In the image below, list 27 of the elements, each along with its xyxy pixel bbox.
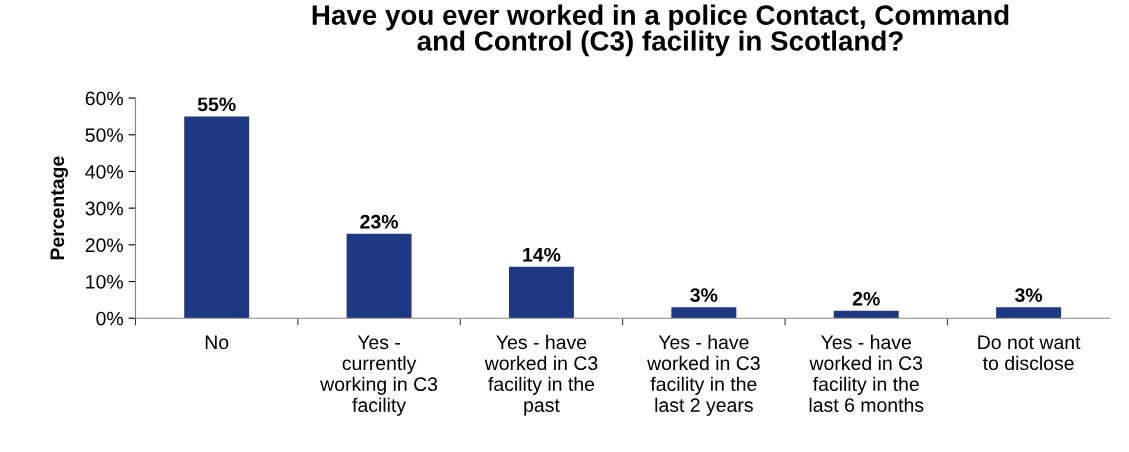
bar	[833, 310, 899, 319]
bar	[508, 266, 574, 319]
bar	[996, 307, 1062, 319]
y-tick-label: 10%	[86, 274, 123, 289]
x-tick-label: Yes - currently working in C3 facility	[320, 335, 438, 416]
data-label: 3%	[690, 288, 718, 302]
bar	[671, 307, 737, 319]
y-tick-label: 0%	[96, 311, 123, 326]
data-label: 3%	[1015, 288, 1043, 302]
x-tick-label: No	[205, 335, 229, 350]
data-label: 55%	[197, 97, 236, 112]
x-tick-label: Do not want to disclose	[978, 335, 1081, 371]
x-tick-label: Yes - have worked in C3 facility in the last 6 months	[809, 334, 924, 412]
bar	[184, 116, 250, 319]
y-tick-label: 30%	[85, 201, 123, 216]
data-label: 23%	[360, 214, 399, 229]
y-axis-title: Percentage	[50, 156, 69, 260]
y-tick-label: 50%	[85, 128, 123, 143]
chart-title: Have you ever worked in a police Contact, Command and Control (C3) facility in Scotland?	[312, 4, 1009, 57]
data-label: 14%	[523, 247, 561, 262]
x-tick-label: Yes - have worked in C3 facility in the past	[484, 334, 598, 416]
y-tick-label: 60%	[85, 91, 123, 106]
y-tick-label: 40%	[85, 164, 123, 179]
data-label: 2%	[852, 291, 880, 306]
y-tick-label: 20%	[85, 238, 123, 253]
x-tick-label: Yes - have worked in C3 facility in the last 2 years	[647, 334, 760, 416]
bar	[346, 233, 412, 319]
